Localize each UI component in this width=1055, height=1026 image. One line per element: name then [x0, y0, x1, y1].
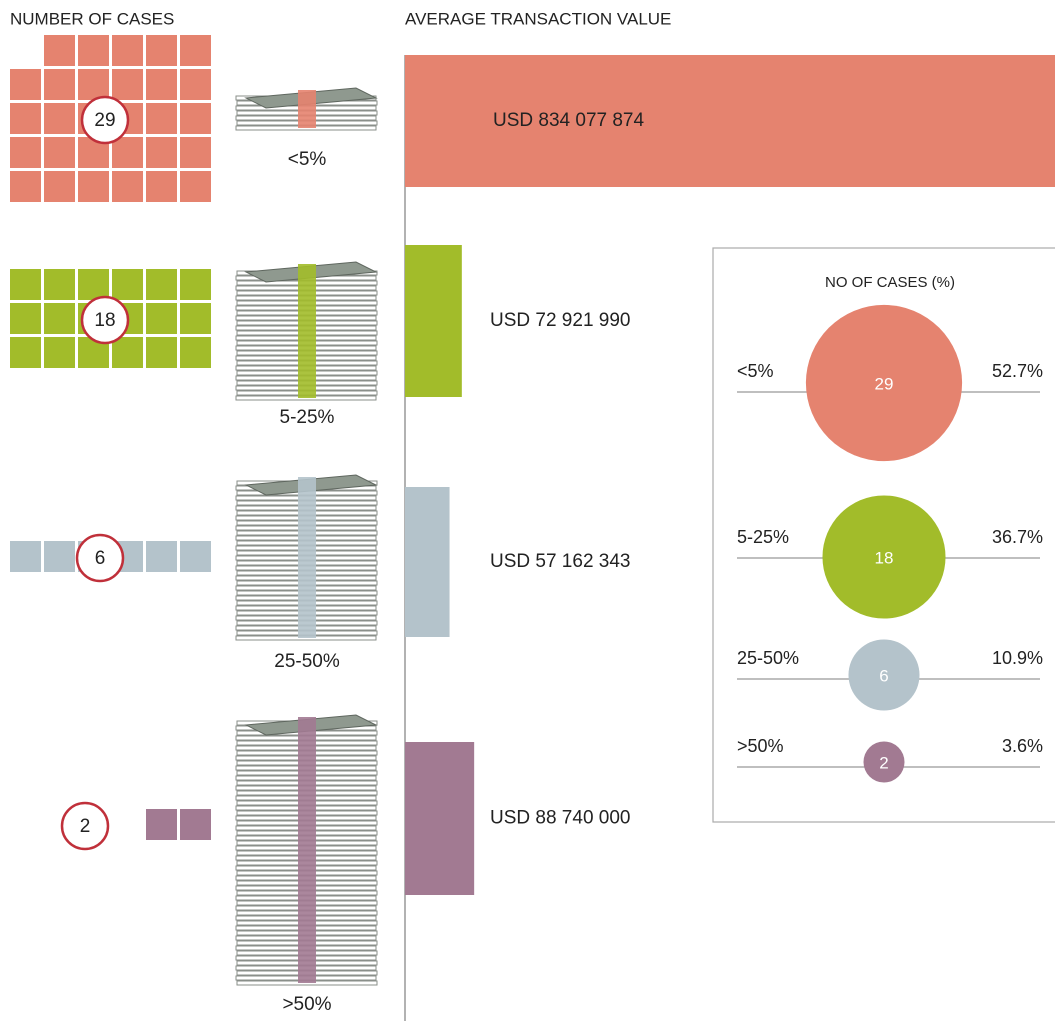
case-square	[78, 269, 109, 300]
case-square	[180, 103, 211, 134]
legend-percent: 36.7%	[992, 527, 1043, 547]
case-square	[146, 171, 177, 202]
case-square	[146, 269, 177, 300]
case-square	[112, 171, 143, 202]
range-label: 5-25%	[280, 407, 335, 428]
case-square	[10, 303, 41, 334]
case-square	[44, 337, 75, 368]
case-square	[10, 103, 41, 134]
case-square	[10, 541, 41, 572]
legend-range: >50%	[737, 736, 784, 756]
case-square	[146, 337, 177, 368]
case-square	[112, 69, 143, 100]
case-square	[44, 541, 75, 572]
value-label: USD 834 077 874	[493, 110, 644, 131]
bill-band	[298, 264, 316, 398]
case-square	[44, 171, 75, 202]
range-label: <5%	[288, 149, 327, 170]
case-square	[146, 69, 177, 100]
range-label: >50%	[282, 994, 331, 1015]
case-square	[78, 69, 109, 100]
case-count: 2	[80, 816, 91, 837]
case-square	[112, 269, 143, 300]
case-square	[10, 269, 41, 300]
range-label: 25-50%	[274, 651, 340, 672]
case-square	[180, 171, 211, 202]
value-label: USD 57 162 343	[490, 551, 631, 572]
case-square	[180, 337, 211, 368]
case-square	[112, 337, 143, 368]
case-square	[44, 103, 75, 134]
case-square	[78, 171, 109, 202]
case-square	[180, 35, 211, 66]
bill-band	[298, 477, 316, 638]
legend-title: NO OF CASES (%)	[825, 274, 955, 291]
legend-percent: 3.6%	[1002, 736, 1043, 756]
case-square	[10, 171, 41, 202]
bill-band	[298, 717, 316, 983]
case-square	[146, 809, 177, 840]
case-square	[146, 137, 177, 168]
case-square	[44, 137, 75, 168]
case-square	[180, 269, 211, 300]
case-square	[44, 69, 75, 100]
case-count: 18	[94, 310, 115, 331]
value-bar	[405, 487, 450, 637]
legend-count: 2	[879, 753, 888, 772]
value-label: USD 88 740 000	[490, 808, 631, 829]
case-square	[180, 69, 211, 100]
value-label: USD 72 921 990	[490, 310, 631, 331]
case-square	[10, 137, 41, 168]
case-count: 29	[94, 110, 115, 131]
case-square	[180, 541, 211, 572]
value-bar	[405, 245, 462, 397]
case-square	[10, 69, 41, 100]
case-square	[146, 103, 177, 134]
legend-count: 29	[875, 374, 894, 393]
value-bar	[405, 742, 474, 895]
case-count: 6	[95, 548, 106, 569]
legend-percent: 10.9%	[992, 648, 1043, 668]
case-square	[44, 269, 75, 300]
case-square	[10, 337, 41, 368]
infographic: NUMBER OF CASES AVERAGE TRANSACTION VALU…	[0, 0, 1055, 1021]
legend-count: 6	[879, 666, 888, 685]
case-square	[146, 35, 177, 66]
case-square	[44, 35, 75, 66]
legend-range: 5-25%	[737, 527, 789, 547]
case-square	[112, 137, 143, 168]
bill-band	[298, 90, 316, 128]
case-square	[180, 809, 211, 840]
legend-percent: 52.7%	[992, 361, 1043, 381]
case-square	[146, 541, 177, 572]
case-square	[180, 303, 211, 334]
case-square	[180, 137, 211, 168]
case-square	[44, 303, 75, 334]
header-left: NUMBER OF CASES	[10, 9, 174, 28]
case-square	[146, 303, 177, 334]
legend-count: 18	[875, 548, 894, 567]
legend-range: 25-50%	[737, 648, 799, 668]
case-square	[112, 35, 143, 66]
header-right: AVERAGE TRANSACTION VALUE	[405, 9, 671, 28]
case-square	[78, 35, 109, 66]
legend-range: <5%	[737, 361, 774, 381]
